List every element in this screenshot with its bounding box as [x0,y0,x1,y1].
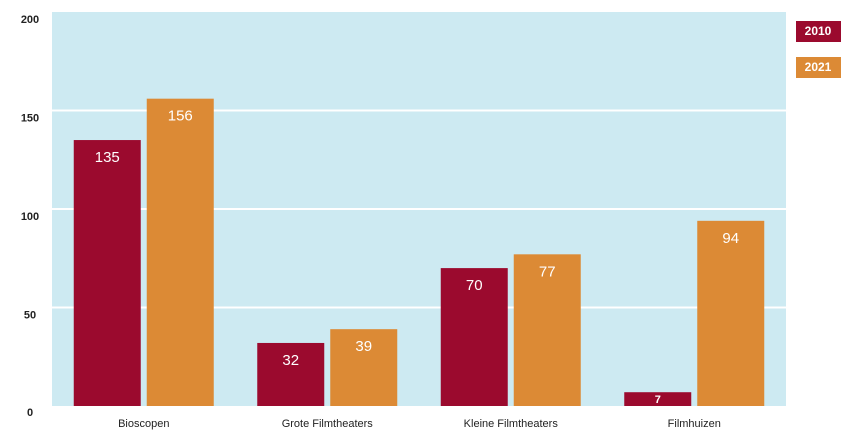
value-label: 77 [539,263,556,280]
y-tick-label: 0 [27,407,33,419]
value-label: 70 [466,277,483,294]
y-tick-label: 50 [24,309,36,321]
y-tick-label: 100 [21,211,39,223]
legend-swatch [796,21,841,42]
x-tick-label: Bioscopen [118,418,169,430]
value-label: 94 [722,230,739,247]
value-label: 32 [282,352,299,369]
bar [697,220,765,406]
bar [440,268,508,406]
x-tick-label: Kleine Filmtheaters [464,418,559,430]
bar [257,342,325,406]
x-tick-label: Filmhuizen [668,418,721,430]
y-tick-label: 200 [21,14,39,26]
legend-label: 2021 [805,60,832,74]
bar [513,254,581,406]
x-tick-label: Grote Filmtheaters [282,418,374,430]
value-label: 39 [355,338,372,355]
y-tick-label: 150 [21,112,39,124]
bar [73,140,141,407]
value-label: 135 [95,149,120,166]
bar [330,329,398,406]
value-label: 156 [168,108,193,125]
legend-label: 2010 [805,24,832,38]
legend-swatch [796,57,841,78]
bar [146,98,214,407]
value-label: 7 [655,394,661,406]
bar [624,392,692,406]
